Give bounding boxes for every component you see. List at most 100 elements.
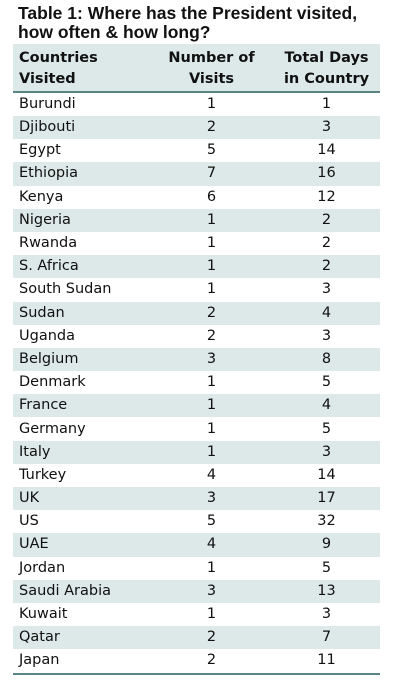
table-row: Burundi 1 1 — [13, 92, 380, 116]
visits-cell: 1 — [206, 443, 217, 460]
days-cell: 2 — [321, 258, 332, 275]
visits-cell: 2 — [206, 327, 217, 344]
table-row: UAE 4 9 — [13, 533, 380, 557]
header-days-line-1: Total Days — [284, 49, 369, 66]
table-row: Turkey 4 14 — [13, 464, 380, 487]
visits-cell: 3 — [206, 582, 217, 599]
visits-cell: 3 — [206, 350, 217, 367]
country-cell: UK — [19, 490, 40, 507]
table-row: Djibouti 2 3 — [13, 116, 380, 140]
visits-cell: 1 — [206, 96, 217, 112]
days-cell: 14 — [317, 142, 336, 159]
visits-table: Countries Visited Number of Visits Total… — [13, 44, 380, 673]
table-body: Burundi 1 1 Djibouti 2 3 Egypt 5 14 Ethiopia 7 16 Ke… — [13, 92, 380, 673]
visits-cell: 2 — [206, 304, 217, 321]
table-row: Ethiopia 7 16 — [13, 162, 380, 186]
country-cell: Jordan — [19, 559, 66, 576]
days-cell: 12 — [317, 188, 336, 205]
visits-cell: 4 — [206, 466, 217, 483]
header-number-of-visits: Number of Visits — [150, 44, 273, 93]
days-cell: 4 — [321, 397, 332, 414]
days-cell: 3 — [321, 443, 332, 460]
days-cell: 11 — [317, 652, 336, 669]
table-row: South Sudan 1 3 — [13, 278, 380, 301]
visits-cell: 7 — [206, 165, 217, 182]
days-cell: 5 — [321, 374, 332, 391]
visits-cell: 2 — [206, 652, 217, 669]
table-row: US 5 32 — [13, 510, 380, 533]
table-row: UK 3 17 — [13, 487, 380, 511]
country-cell: Egypt — [19, 142, 61, 159]
days-cell: 3 — [321, 281, 332, 298]
visits-cell: 1 — [206, 235, 217, 252]
visits-cell: 2 — [206, 119, 217, 136]
country-cell: France — [19, 397, 68, 414]
country-cell: Japan — [19, 652, 60, 669]
days-cell: 13 — [317, 582, 336, 599]
days-cell: 3 — [321, 606, 332, 623]
header-countries-line-1: Countries — [19, 49, 98, 66]
country-cell: Kuwait — [19, 606, 68, 623]
country-cell: US — [19, 513, 39, 530]
country-cell: Ethiopia — [19, 165, 79, 182]
days-cell: 9 — [321, 536, 332, 553]
table-row: Jordan 1 5 — [13, 557, 380, 580]
days-cell: 8 — [321, 350, 332, 367]
country-cell: Uganda — [19, 327, 75, 344]
visits-cell: 6 — [206, 188, 217, 205]
table-title: Table 1: Where has the President visited… — [18, 3, 358, 42]
country-cell: UAE — [19, 536, 49, 553]
country-cell: Saudi Arabia — [19, 582, 112, 599]
header-countries-visited: Countries Visited — [13, 44, 150, 93]
header-days-line-2: in Country — [283, 70, 370, 87]
visits-cell: 1 — [206, 606, 217, 623]
visits-cell: 4 — [206, 536, 217, 553]
country-cell: Rwanda — [19, 235, 78, 252]
country-cell: Kenya — [19, 188, 64, 205]
country-cell: South Sudan — [19, 281, 112, 298]
table-row: Belgium 3 8 — [13, 347, 380, 372]
table-row: Japan 2 11 — [13, 649, 380, 672]
country-cell: Qatar — [19, 629, 60, 646]
visits-cell: 2 — [206, 629, 217, 646]
country-cell: Djibouti — [19, 119, 76, 136]
table-row: Nigeria 1 2 — [13, 208, 380, 232]
visits-cell: 1 — [206, 211, 217, 228]
visits-cell: 1 — [206, 281, 217, 298]
table-row: Saudi Arabia 3 13 — [13, 579, 380, 603]
visits-cell: 1 — [206, 397, 217, 414]
days-cell: 16 — [317, 165, 336, 182]
table-row: France 1 4 — [13, 394, 380, 418]
days-cell: 2 — [321, 235, 332, 252]
table-row: Germany 1 5 — [13, 417, 380, 440]
country-cell: Belgium — [19, 350, 79, 367]
table-row: Egypt 5 14 — [13, 139, 380, 162]
days-cell: 17 — [317, 490, 336, 507]
visits-cell: 1 — [206, 420, 217, 437]
table-row: Italy 1 3 — [13, 440, 380, 464]
country-cell: Sudan — [19, 304, 65, 321]
country-cell: S. Africa — [19, 258, 79, 275]
header-row: Countries Visited Number of Visits Total… — [13, 44, 380, 93]
days-cell: 4 — [321, 304, 332, 321]
table-row: Kenya 6 12 — [13, 186, 380, 209]
table-row: Sudan 2 4 — [13, 301, 380, 325]
header-visits-line-1: Number of — [168, 49, 255, 66]
table-row: Uganda 2 3 — [13, 325, 380, 348]
table-row: Kuwait 1 3 — [13, 603, 380, 626]
country-cell: Italy — [19, 443, 51, 460]
header-total-days: Total Days in Country — [273, 44, 380, 93]
table-row: Rwanda 1 2 — [13, 232, 380, 255]
country-cell: Germany — [19, 420, 86, 437]
table-row: Qatar 2 7 — [13, 626, 380, 650]
visits-cell: 5 — [206, 142, 217, 159]
visits-cell: 1 — [206, 559, 217, 576]
country-cell: Nigeria — [19, 211, 71, 228]
days-cell: 1 — [321, 96, 332, 112]
days-cell: 7 — [321, 629, 332, 646]
days-cell: 5 — [321, 420, 332, 437]
visits-cell: 5 — [206, 513, 217, 530]
country-cell: Burundi — [19, 96, 76, 112]
days-cell: 5 — [321, 559, 332, 576]
visits-cell: 1 — [206, 374, 217, 391]
